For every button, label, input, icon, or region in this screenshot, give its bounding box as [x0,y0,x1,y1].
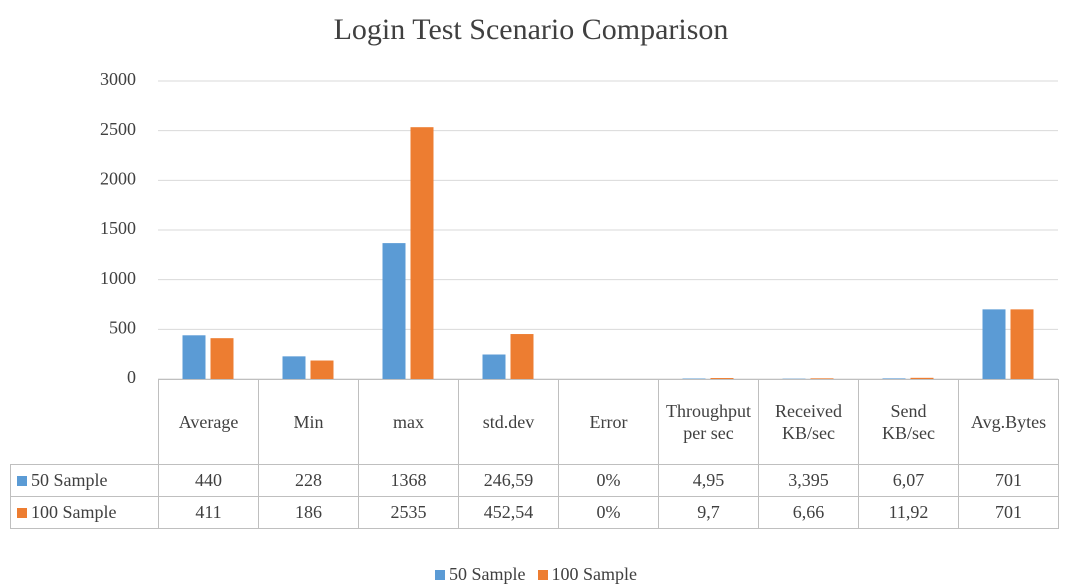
y-tick-label: 2000 [100,168,136,188]
legend-key [435,570,445,580]
chart-title: Login Test Scenario Comparison [334,13,729,46]
x-tick-label: Send KB/sec [882,401,935,443]
table-cell: 9,7 [658,496,759,529]
table-cell: 6,66 [758,496,859,529]
bar [410,127,434,379]
table-corner [10,379,159,465]
table-header-cell: Error [558,379,659,465]
x-tick-label: Avg.Bytes [970,412,1047,432]
table-cell: 6,07 [858,464,959,497]
table-header-cell: Avg.Bytes [958,379,1059,465]
x-tick-label: max [393,412,424,432]
table-header-cell: Received KB/sec [758,379,859,465]
data-label: 440 [195,470,222,490]
table-cell: 3,395 [758,464,859,497]
y-tick-label: 0 [127,367,136,387]
table-header-cell: Send KB/sec [858,379,959,465]
legend-item: 100 Sample [537,564,638,584]
table-cell: 440 [158,464,259,497]
legend-label: 50 Sample [449,564,526,584]
table-header-cell: Min [258,379,359,465]
data-label: 6,66 [792,502,825,522]
table-cell: 452,54 [458,496,559,529]
data-label: 246,59 [483,470,534,490]
table-cell: 1368 [358,464,459,497]
legend-item: 50 Sample [435,564,526,584]
y-tick-label: 500 [109,317,136,337]
bar [882,378,906,379]
data-label: 9,7 [697,502,720,522]
table-header-cell: Average [158,379,259,465]
table-cell: 246,59 [458,464,559,497]
data-label: 701 [995,470,1022,490]
data-label: 701 [995,502,1022,522]
table-cell: 701 [958,496,1059,529]
table-row: 100 Sample 411 186 2535 452,54 0% 9,7 6,66 11,92… [10,496,1059,529]
table-cell: 4,95 [658,464,759,497]
data-label: 0% [596,502,621,522]
row-label: 50 Sample [31,470,108,490]
x-tick-label: std.dev [482,412,535,432]
y-tick-label: 3000 [100,69,136,89]
data-label: 186 [295,502,322,522]
bar [710,378,734,379]
x-tick-label: Received KB/sec [775,401,842,443]
bar [210,338,234,379]
data-label: 452,54 [483,502,534,522]
x-tick-label: Average [178,412,239,432]
data-label: 2535 [390,502,427,522]
bar [1010,309,1034,379]
row-label: 100 Sample [31,502,117,522]
x-tick-label: Min [293,412,324,432]
table-cell: 2535 [358,496,459,529]
bar [482,354,506,379]
data-table: Average Min max std.dev Error Throughput per … [10,379,1059,529]
bar [382,243,406,379]
table-cell: 0% [558,496,659,529]
table-cell: 0% [558,464,659,497]
x-tick-label: Throughput per sec [666,401,751,443]
bar [910,377,934,379]
table-cell: 186 [258,496,359,529]
row-header: 100 Sample [10,496,159,529]
data-label: 0% [596,470,621,490]
bar [982,309,1006,379]
y-tick-label: 1000 [100,268,136,288]
table-header-row: Average Min max std.dev Error Throughput per … [10,379,1059,465]
bar [310,360,334,379]
data-label: 1368 [390,470,427,490]
legend-key [537,570,548,580]
legend-label: 100 Sample [551,564,638,584]
bar [510,334,534,379]
table-row: 50 Sample 440 228 1368 246,59 0% 4,95 3,395 6,07… [10,464,1059,497]
legend: 50 Sample 100 Sample [0,564,1072,585]
bar [810,378,834,379]
table-header-cell: std.dev [458,379,559,465]
data-label: 6,07 [892,470,925,490]
data-label: 4,95 [692,470,725,490]
data-label: 228 [295,470,322,490]
table-header-cell: max [358,379,459,465]
data-label: 11,92 [888,502,929,522]
data-label: 411 [195,502,222,522]
table-cell: 228 [258,464,359,497]
table-cell: 11,92 [858,496,959,529]
table-cell: 701 [958,464,1059,497]
y-tick-label: 1500 [100,218,136,238]
row-header: 50 Sample [10,464,159,497]
y-tick-label: 2500 [100,119,136,139]
x-tick-label: Error [589,412,628,432]
table-cell: 411 [158,496,259,529]
bar [182,335,206,379]
legend-key [17,508,27,518]
table-header-cell: Throughput per sec [658,379,759,465]
legend-key [17,476,27,486]
data-label: 3,395 [788,470,829,490]
bar [282,356,306,379]
